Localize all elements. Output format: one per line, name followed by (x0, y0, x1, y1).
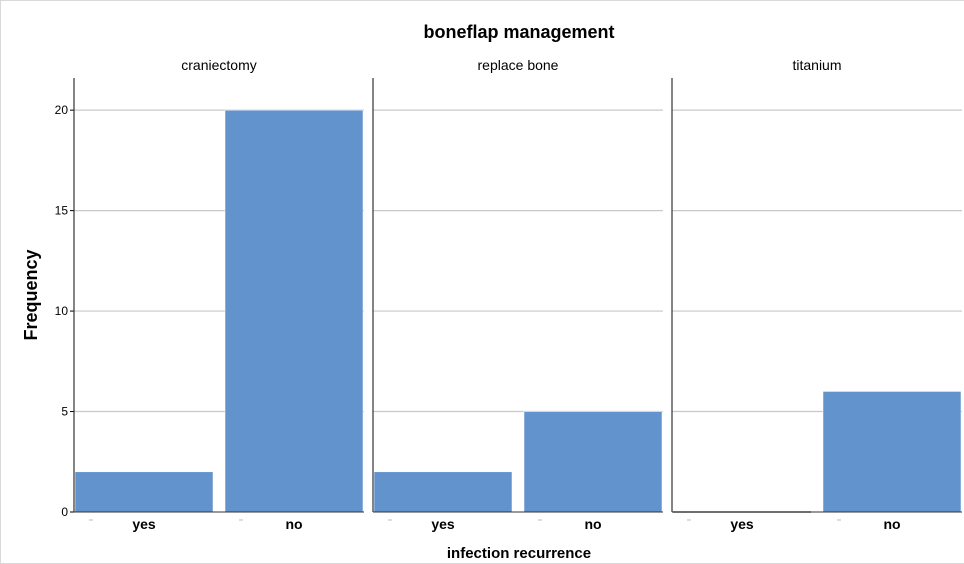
x-tick-label: yes (431, 516, 455, 532)
bar-craniectomy-yes (74, 471, 214, 513)
panel-label-titanium: titanium (792, 57, 841, 73)
x-tick-label: no (584, 516, 601, 532)
y-tick-label: 10 (55, 304, 69, 318)
x-tick-label: yes (132, 516, 156, 532)
panel-label-craniectomy: craniectomy (181, 57, 256, 73)
y-axis-title: Frequency (21, 249, 41, 340)
y-tick-label: 0 (61, 505, 68, 519)
y-tick-label: 15 (55, 204, 69, 218)
y-tick-label: 5 (61, 405, 68, 419)
bar-replace-bone-yes (373, 471, 513, 513)
bar-titanium-no (822, 391, 962, 513)
x-tick-label: yes (730, 516, 754, 532)
plot-area: 0 5 10 15 20 craniectomy yes no replace bone yes n… (55, 57, 962, 532)
x-tick-label: no (285, 516, 302, 532)
bar-craniectomy-no (224, 109, 364, 513)
bar-replace-bone-no (523, 411, 663, 513)
x-tick-label: no (883, 516, 900, 532)
y-tick-label: 20 (55, 103, 69, 117)
x-axis-title: infection recurrence (447, 545, 591, 562)
panel-label-replace-bone: replace bone (478, 57, 559, 73)
chart-title: boneflap management (423, 22, 614, 42)
